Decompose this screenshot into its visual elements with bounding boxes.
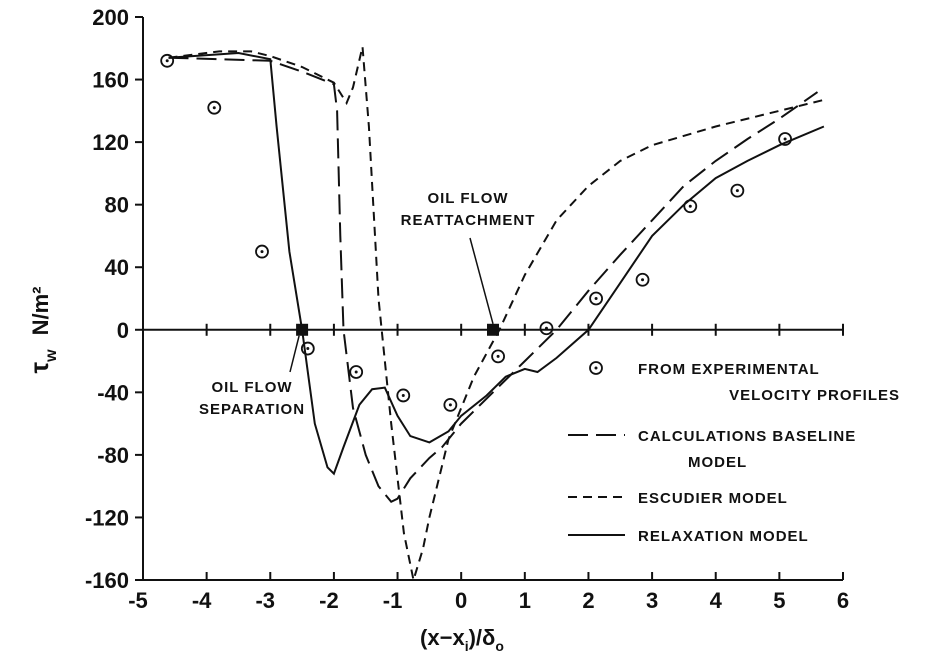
circle-dot xyxy=(783,137,787,141)
x-label-subscript: i xyxy=(465,638,469,654)
data-point xyxy=(349,365,364,379)
x-tick-label: 1 xyxy=(519,588,531,613)
annotation-text: OIL FLOW xyxy=(211,379,292,396)
circle-dot xyxy=(544,326,548,330)
annotation-arrow xyxy=(469,237,494,324)
circle-dot xyxy=(594,297,598,300)
data-point xyxy=(539,321,554,336)
circle-dot xyxy=(165,59,169,63)
circle-ring xyxy=(589,291,603,306)
circle-ring xyxy=(635,272,650,287)
legend-label: VELOCITY PROFILES xyxy=(729,387,900,404)
x-tick-label: 0 xyxy=(455,588,467,613)
circle-dot xyxy=(448,403,452,407)
circle-dot xyxy=(735,189,739,193)
x-tick-label: 4 xyxy=(710,588,723,613)
y-tick-label: 120 xyxy=(92,130,129,155)
circle-dot xyxy=(260,250,264,254)
annotation-marker xyxy=(296,323,309,336)
legend-label: RELAXATION MODEL xyxy=(638,528,809,545)
circle-ring xyxy=(589,361,603,375)
legend-symbol xyxy=(589,361,603,375)
data-point xyxy=(589,291,603,306)
x-tick-label: -1 xyxy=(383,588,403,613)
y-label-subscript: w xyxy=(43,349,60,363)
x-tick-label: -4 xyxy=(192,588,212,613)
circle-dot xyxy=(212,106,216,110)
data-point xyxy=(207,100,222,115)
annotation-text: SEPARATION xyxy=(199,401,305,418)
data-point xyxy=(160,53,175,68)
data-point xyxy=(778,132,792,146)
y-tick-label: -120 xyxy=(85,505,129,530)
y-tick-label: 80 xyxy=(105,193,129,218)
circle-ring xyxy=(396,388,411,403)
x-axis-label: (x−xi)/δo xyxy=(420,625,504,654)
x-label-part: )/δ xyxy=(469,625,496,650)
series-line xyxy=(168,56,819,504)
annotation-text: REATTACHMENT xyxy=(401,212,536,229)
annotation-arrow xyxy=(289,335,300,373)
circle-dot xyxy=(401,393,405,397)
legend-label: MODEL xyxy=(688,454,747,471)
data-point xyxy=(396,388,411,403)
x-tick-label: -3 xyxy=(255,588,275,613)
legend-label: CALCULATIONS BASELINE xyxy=(638,428,856,445)
circle-dot xyxy=(496,354,500,358)
circle-ring xyxy=(443,397,458,412)
data-point xyxy=(730,183,745,198)
data-point xyxy=(635,272,650,287)
x-tick-label: -2 xyxy=(319,588,339,613)
x-tick-label: 2 xyxy=(582,588,594,613)
data-point xyxy=(255,244,269,259)
x-tick-label: 3 xyxy=(646,588,658,613)
y-tick-label: -160 xyxy=(85,568,129,593)
circle-ring xyxy=(730,183,745,198)
data-point xyxy=(300,341,315,356)
y-tick-label: 40 xyxy=(105,255,129,280)
circle-ring xyxy=(207,100,222,115)
annotation-marker xyxy=(487,323,499,336)
x-label-subscript: o xyxy=(495,638,504,654)
data-point xyxy=(443,397,458,412)
x-tick-label: -5 xyxy=(128,588,148,613)
y-axis-label: τw N/m² xyxy=(24,287,60,374)
y-label-symbol: τ xyxy=(24,361,54,373)
legend-label: FROM EXPERIMENTAL xyxy=(638,361,820,378)
circle-ring xyxy=(778,132,792,146)
y-tick-label: 160 xyxy=(92,68,129,93)
data-point xyxy=(491,349,505,364)
circle-ring xyxy=(160,53,175,68)
x-label-part: (x−x xyxy=(420,625,465,650)
circle-dot xyxy=(688,204,692,208)
legend-label: ESCUDIER MODEL xyxy=(638,490,788,507)
x-tick-label: 6 xyxy=(837,588,849,613)
circle-dot xyxy=(354,370,358,374)
circle-ring xyxy=(255,244,269,259)
circle-dot xyxy=(306,347,310,351)
y-tick-label: -40 xyxy=(97,380,129,405)
y-label-unit: N/m² xyxy=(28,287,53,336)
circle-ring xyxy=(349,365,364,379)
y-tick-label: 0 xyxy=(117,318,129,343)
y-tick-label: -80 xyxy=(97,443,129,468)
y-tick-label: 200 xyxy=(92,5,129,30)
circle-ring xyxy=(300,341,315,356)
circle-ring xyxy=(539,321,554,336)
x-tick-label: 5 xyxy=(773,588,785,613)
circle-ring xyxy=(491,349,505,364)
annotation-text: OIL FLOW xyxy=(427,190,508,207)
circle-dot xyxy=(594,366,598,370)
circle-dot xyxy=(641,278,645,282)
